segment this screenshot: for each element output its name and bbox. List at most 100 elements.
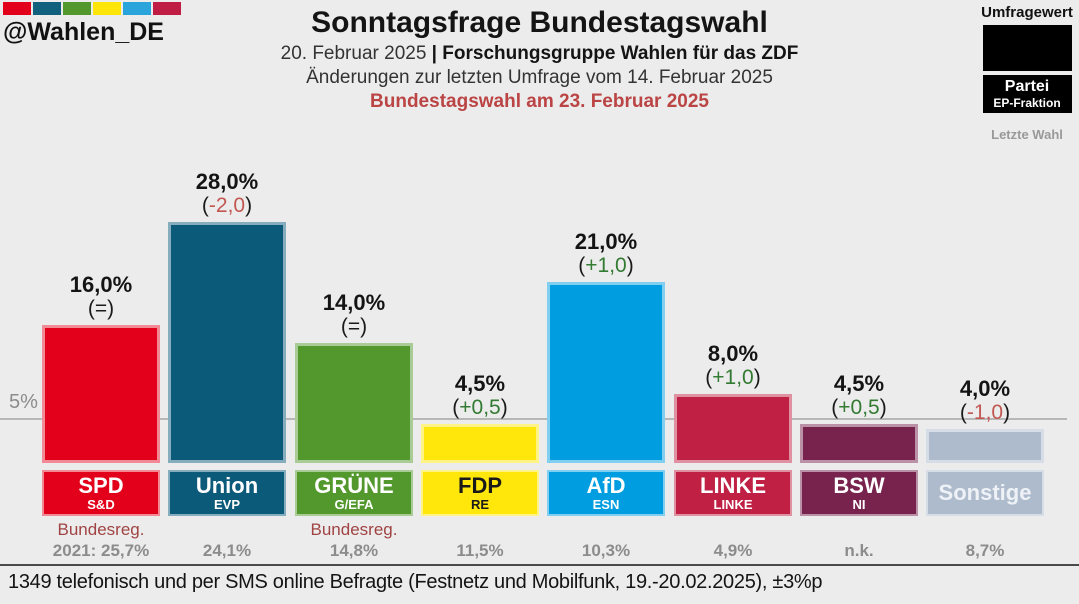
- poll-change-value: =: [94, 297, 108, 320]
- five-percent-gridline: [0, 418, 1067, 420]
- subtitle-election-date: Bundestagswahl am 23. Februar 2025: [370, 91, 709, 112]
- party-name: AfD: [586, 472, 626, 498]
- chart-legend: Umfragewert Partei EP-Fraktion Letzte Wa…: [977, 4, 1077, 142]
- subtitle-separator: |: [431, 43, 443, 64]
- logo-color-square: [33, 2, 61, 15]
- party-name: Union: [195, 472, 259, 498]
- poll-percent: 16,0%: [69, 272, 133, 297]
- poll-bar: [42, 325, 160, 463]
- logo-color-square: [93, 2, 121, 15]
- party-ep-fraction: RE: [470, 496, 490, 512]
- poll-bar: [926, 429, 1044, 463]
- last-election-value: 14,8%: [329, 541, 379, 560]
- poll-percent: 4,5%: [833, 371, 885, 396]
- subtitle-date: 20. Februar 2025: [280, 43, 432, 64]
- footer-divider: [0, 564, 1079, 566]
- legend-last-election-label: Letzte Wahl: [991, 127, 1063, 142]
- logo-color-square: [63, 2, 91, 15]
- bundesreg-note: Bundesreg.: [310, 520, 398, 539]
- poll-percent: 8,0%: [707, 341, 759, 366]
- poll-percent: 4,0%: [959, 376, 1011, 401]
- party-ep-fraction: G/EFA: [334, 496, 374, 512]
- logo-color-square: [3, 2, 31, 15]
- legend-fraction-label: EP-Fraktion: [993, 96, 1061, 110]
- party-ep-fraction: ESN: [592, 496, 620, 512]
- party-label-box: SPD S&D: [42, 470, 160, 516]
- poll-change-value: -2,0: [208, 194, 246, 217]
- poll-value-label: 28,0% (-2,0): [137, 169, 317, 218]
- twitter-handle: @Wahlen_DE: [3, 18, 164, 46]
- poll-percent: 4,5%: [454, 371, 506, 396]
- party-label-box: BSW NI: [800, 470, 918, 516]
- last-election-value: 4,9%: [713, 541, 753, 560]
- legend-party-box: Partei EP-Fraktion: [982, 75, 1072, 113]
- party-label-box: GRÜNE G/EFA: [295, 470, 413, 516]
- party-ep-fraction: LINKE: [713, 496, 753, 512]
- poll-change: (-1,0): [959, 401, 1011, 424]
- party-color-strip: [3, 2, 181, 15]
- party-name: BSW: [833, 472, 885, 498]
- poll-change: (+0,5): [452, 396, 508, 419]
- last-election-value: n.k.: [844, 541, 874, 560]
- poll-change: (+0,5): [831, 396, 887, 419]
- party-label-box: Sonstige: [926, 470, 1044, 516]
- legend-party-label: Partei: [1004, 78, 1050, 95]
- poll-value-label: 21,0% (+1,0): [516, 229, 696, 278]
- party-label-box: FDP RE: [421, 470, 539, 516]
- party-name: LINKE: [700, 472, 766, 498]
- poll-bar: [800, 424, 918, 463]
- five-percent-tick-label: 5%: [9, 391, 38, 413]
- party-name: GRÜNE: [314, 472, 394, 498]
- legend-poll-value-label: Umfragewert: [981, 4, 1073, 21]
- poll-percent: 14,0%: [322, 290, 386, 315]
- subtitle-changes: Änderungen zur letzten Umfrage vom 14. F…: [306, 67, 773, 88]
- poll-bar: [674, 394, 792, 463]
- party-ep-fraction: S&D: [87, 496, 115, 512]
- poll-change-value: +1,0: [585, 254, 627, 277]
- methodology-note: 1349 telefonisch und per SMS online Befr…: [8, 571, 823, 593]
- party-label-box: LINKE LINKE: [674, 470, 792, 516]
- poll-change-value: -1,0: [966, 401, 1004, 424]
- poll-percent: 28,0%: [195, 169, 259, 194]
- poll-value-label: 14,0% (=): [264, 290, 444, 339]
- poll-change: (=): [340, 315, 368, 338]
- poll-change-value: +0,5: [459, 396, 501, 419]
- party-name: FDP: [458, 472, 502, 498]
- poll-percent: 21,0%: [574, 229, 638, 254]
- poll-change: (+1,0): [578, 254, 634, 277]
- poll-value-label: 4,5% (+0,5): [769, 371, 949, 420]
- subtitle-source: Forschungsgruppe Wahlen für das ZDF: [442, 43, 799, 64]
- logo-color-square: [153, 2, 181, 15]
- header: Sonntagsfrage Bundestagswahl 20. Februar…: [0, 4, 1079, 114]
- legend-bar-swatch: [982, 25, 1072, 71]
- poll-value-label: 8,0% (+1,0): [643, 341, 823, 390]
- poll-change: (+1,0): [705, 366, 761, 389]
- last-election-value: 24,1%: [202, 541, 252, 560]
- bundesreg-note: Bundesreg.: [57, 520, 145, 539]
- poll-bar: [168, 222, 286, 463]
- poll-change-value: +0,5: [838, 396, 880, 419]
- last-election-value: 10,3%: [581, 541, 631, 560]
- poll-value-label: 4,5% (+0,5): [390, 371, 570, 420]
- party-name: SPD: [78, 472, 124, 498]
- poll-change-value: +1,0: [712, 366, 754, 389]
- logo-color-square: [123, 2, 151, 15]
- poll-bar: [295, 343, 413, 463]
- poll-change: (=): [87, 297, 115, 320]
- poll-value-label: 16,0% (=): [11, 272, 191, 321]
- party-ep-fraction: EVP: [213, 496, 240, 512]
- page-title: Sonntagsfrage Bundestagswahl: [311, 6, 768, 39]
- poll-change: (-2,0): [201, 194, 253, 217]
- last-election-value: 11,5%: [456, 541, 504, 560]
- party-label-box: AfD ESN: [547, 470, 665, 516]
- party-label-box: Union EVP: [168, 470, 286, 516]
- poll-bar: [421, 424, 539, 463]
- poll-value-label: 4,0% (-1,0): [895, 376, 1075, 425]
- wahlen-de-logo: @Wahlen_DE: [3, 2, 181, 47]
- party-name: Sonstige: [938, 480, 1032, 505]
- subtitle-source-line: 20. Februar 2025 | Forschungsgruppe Wahl…: [0, 42, 1079, 66]
- poll-bar: [547, 282, 665, 463]
- last-election-value: 8,7%: [965, 541, 1005, 560]
- poll-change-value: =: [347, 315, 361, 338]
